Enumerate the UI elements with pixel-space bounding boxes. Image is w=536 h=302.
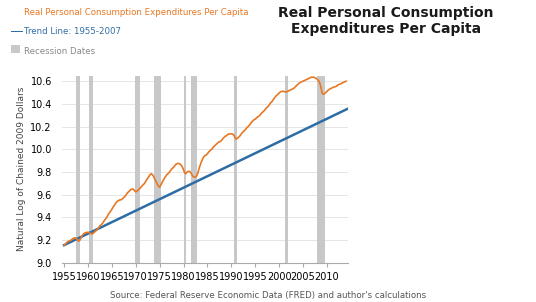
Bar: [135, 76, 140, 263]
Bar: [234, 76, 237, 263]
Text: Recession Dates: Recession Dates: [24, 47, 95, 56]
Text: Trend Line: 1955-2007: Trend Line: 1955-2007: [24, 27, 121, 36]
Text: Real Personal Consumption
Expenditures Per Capita: Real Personal Consumption Expenditures P…: [278, 6, 494, 36]
Bar: [317, 76, 324, 263]
Bar: [154, 76, 161, 263]
Bar: [183, 76, 187, 263]
Bar: [77, 76, 80, 263]
Y-axis label: Natural Log of Chained 2009 Dollars: Natural Log of Chained 2009 Dollars: [17, 87, 26, 251]
Bar: [89, 76, 93, 263]
Text: Real Personal Consumption Expenditures Per Capita: Real Personal Consumption Expenditures P…: [24, 8, 249, 17]
Bar: [285, 76, 288, 263]
Bar: [191, 76, 197, 263]
Text: Source: Federal Reserve Economic Data (FRED) and author's calculations: Source: Federal Reserve Economic Data (F…: [110, 291, 426, 300]
